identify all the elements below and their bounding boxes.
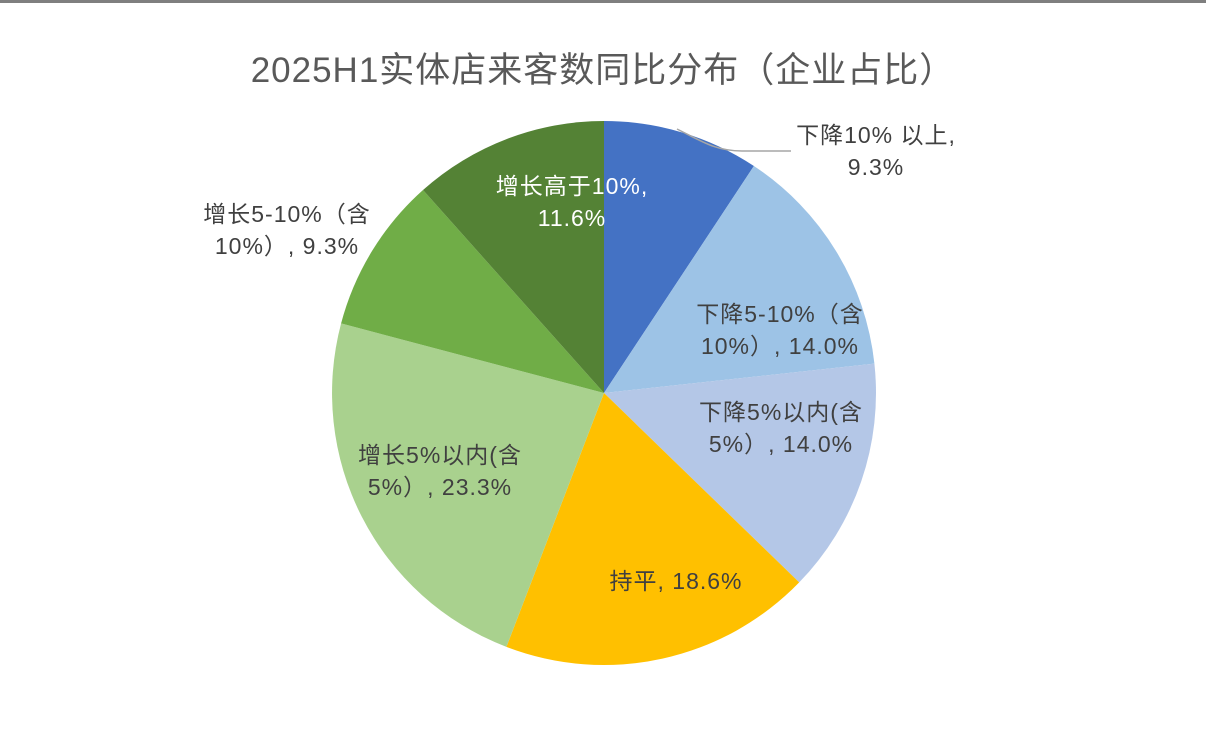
slice-label-line: 下降5-10%（含	[696, 301, 864, 327]
slice-label-line: 5%）, 23.3%	[367, 474, 513, 500]
slice-label-growth-within-5: 增长5%以内(含 5%）, 23.3%	[358, 439, 522, 503]
pie-slice-growth-within-5	[332, 323, 604, 647]
pie-slice-growth-5-10	[341, 190, 604, 393]
slice-label-growth-5-10: 增长5-10%（含 10%）, 9.3%	[203, 198, 370, 262]
slice-label-line: 10%）, 14.0%	[700, 333, 860, 359]
slice-label-decline-over-10: 下降10% 以上, 9.3%	[796, 119, 956, 183]
slice-label-line: 5%）, 14.0%	[708, 431, 854, 457]
slice-label-line: 11.6%	[537, 205, 607, 231]
slice-label-line: 10%）, 9.3%	[214, 233, 360, 259]
slice-label-line: 增长高于10%,	[495, 173, 649, 199]
leader-line-decline-over-10	[676, 128, 791, 152]
slice-label-line: 下降5%以内(含	[699, 399, 863, 425]
window-top-edge-line	[0, 0, 1206, 3]
slice-label-line: 持平, 18.6%	[609, 568, 743, 594]
pie-slice-growth-over-10	[423, 121, 604, 393]
slice-label-line: 增长5%以内(含	[358, 442, 522, 468]
pie-slice-decline-within-5	[604, 363, 876, 583]
chart-title: 2025H1实体店来客数同比分布（企业占比）	[250, 51, 956, 90]
slice-label-decline-within-5: 下降5%以内(含 5%）, 14.0%	[699, 396, 863, 460]
slice-label-line: 下降10% 以上,	[796, 122, 956, 148]
slice-label-decline-5-10: 下降5-10%（含 10%）, 14.0%	[696, 298, 863, 362]
slice-label-flat: 持平, 18.6%	[610, 565, 743, 597]
slice-label-line: 9.3%	[847, 154, 905, 180]
pie-slice-decline-5-10	[604, 166, 875, 393]
slice-label-line: 增长5-10%（含	[203, 201, 371, 227]
pie-slice-flat	[506, 393, 800, 666]
slice-label-growth-over-10: 增长高于10%, 11.6%	[496, 170, 648, 234]
pie-slice-decline-over-10	[604, 120, 754, 393]
